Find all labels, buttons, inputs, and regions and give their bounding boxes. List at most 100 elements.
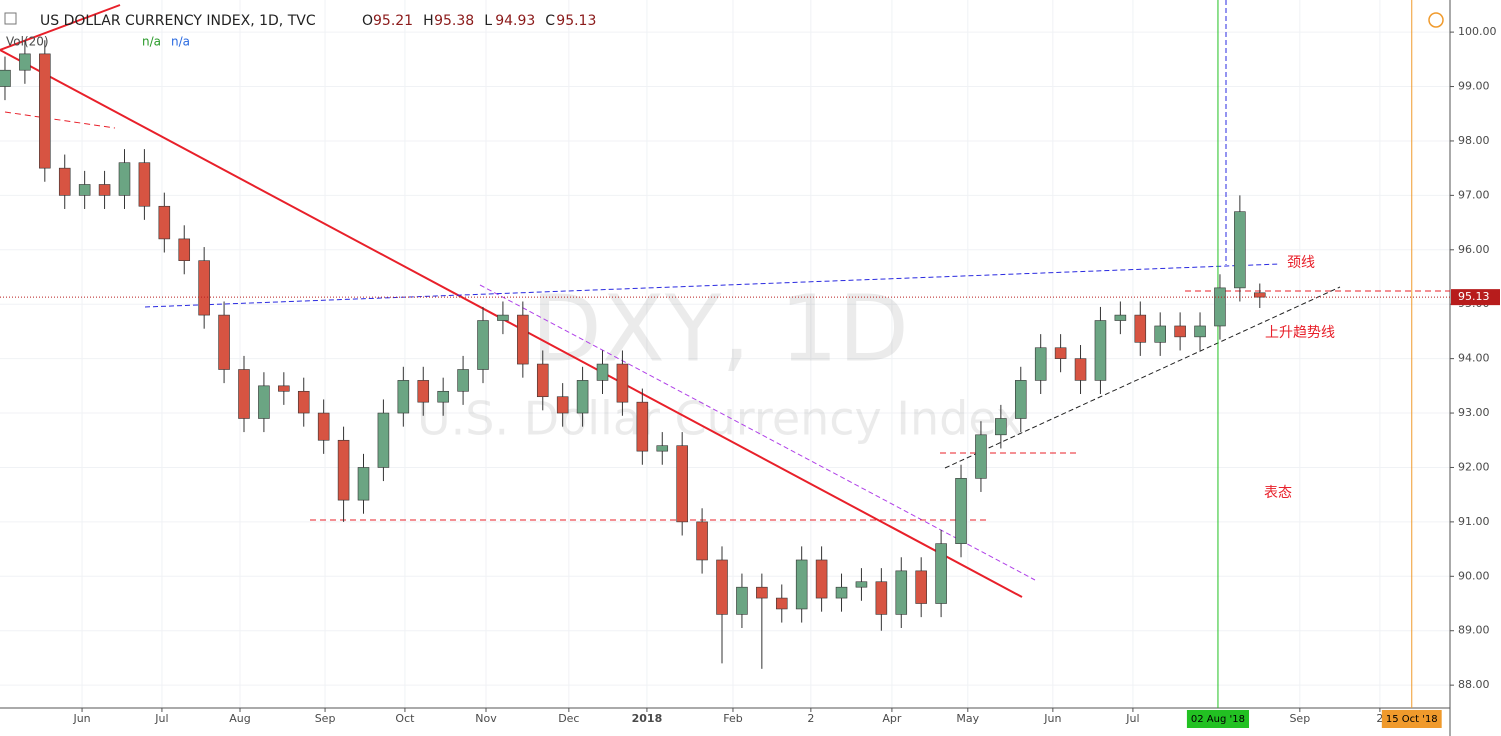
last-price-box: [1451, 289, 1500, 306]
candle-body: [1214, 287, 1226, 327]
candle-body: [19, 53, 31, 71]
x-tick-label: Jul: [1125, 712, 1139, 725]
ohlc-value: 95.21: [373, 13, 413, 29]
candle-body: [0, 69, 11, 87]
y-tick-label: 90.00: [1458, 569, 1490, 582]
grid: [0, 0, 1450, 708]
x-tick-label: Apr: [882, 712, 902, 725]
candle-body: [815, 559, 828, 599]
candle-body: [915, 570, 927, 604]
candle-body: [1134, 314, 1147, 343]
candle-body: [975, 434, 987, 479]
ohlc-value: 95.38: [434, 13, 474, 29]
ohlc-label: H: [423, 13, 434, 29]
candle-body: [297, 390, 310, 414]
candle-body: [1174, 325, 1186, 338]
downtrend-line: [0, 49, 1023, 598]
candle-body: [1114, 314, 1127, 321]
x-tick-label: 2: [807, 712, 814, 725]
candle-body: [656, 445, 669, 452]
candle-body: [756, 586, 768, 599]
y-tick-label: 92.00: [1458, 460, 1490, 473]
candle-body: [238, 369, 250, 419]
candle-body: [1054, 347, 1067, 359]
marker-box: [1186, 710, 1250, 728]
x-tick-label: 2018: [632, 712, 663, 725]
x-tick-label: Sep: [315, 712, 336, 725]
y-tick-label: 93.00: [1458, 406, 1490, 419]
y-tick-label: 88.00: [1458, 678, 1490, 691]
x-tick-label: Oct: [395, 712, 415, 725]
candle-body: [676, 445, 688, 523]
x-tick-label: Jun: [72, 712, 90, 725]
y-tick-label: 97.00: [1458, 188, 1490, 201]
candle-body: [158, 205, 171, 240]
candle-body: [716, 559, 728, 615]
candle-body: [895, 570, 908, 615]
y-tick-label: 96.00: [1458, 243, 1490, 256]
alert-icon[interactable]: [1428, 12, 1444, 28]
candle-body: [437, 390, 449, 403]
marker-label: 02 Aug '18: [1191, 714, 1245, 725]
candle-body: [1234, 211, 1246, 289]
candle-body: [138, 162, 151, 207]
y-tick-label: 94.00: [1458, 352, 1490, 365]
y-tick-label: 89.00: [1458, 624, 1490, 637]
candle-body: [1154, 325, 1166, 343]
y-tick-label: 99.00: [1458, 80, 1490, 93]
y-tick-label: 98.00: [1458, 134, 1490, 147]
candle-body: [935, 543, 947, 604]
watermark-name: U.S. Dollar Currency Index: [417, 392, 1023, 446]
candle-body: [775, 597, 788, 610]
candle-body: [1094, 320, 1107, 381]
candle-body: [955, 478, 967, 544]
marker-box: [1381, 710, 1442, 728]
candle-body: [417, 380, 430, 403]
x-tick-label: Nov: [475, 712, 497, 725]
x-tick-label: Sep: [1289, 712, 1310, 725]
candle-body: [457, 369, 469, 392]
candle-body: [556, 396, 569, 414]
candle-body: [198, 260, 210, 316]
watermark-symbol: DXY, 1D: [531, 275, 909, 382]
resistance-line: [4, 111, 116, 129]
candle-body: [517, 314, 529, 365]
candle-body: [1254, 292, 1266, 298]
ohlc-label: C: [545, 13, 555, 29]
uptrend-line: [944, 286, 1341, 469]
candle-body: [357, 467, 370, 501]
chart-title: US DOLLAR CURRENCY INDEX, 1D, TVC: [40, 13, 316, 29]
candle-body: [995, 418, 1007, 436]
candle-body: [736, 586, 748, 615]
candle-body: [78, 184, 91, 196]
ohlc-value: 95.13: [556, 13, 596, 29]
candle-body: [58, 167, 71, 196]
downtrend-line: [0, 4, 121, 51]
candle-body: [855, 581, 868, 588]
candle-body: [337, 439, 350, 501]
x-tick-label: Aug: [229, 712, 250, 725]
channel-line: [479, 284, 1036, 581]
candle-body: [98, 184, 111, 196]
x-tick-label: Dec: [558, 712, 579, 725]
x-tick-label: 2: [1376, 712, 1383, 725]
candle-body: [835, 586, 848, 599]
candle-body: [795, 559, 808, 610]
annotation: 颈线: [1287, 255, 1315, 271]
candle-body: [636, 401, 649, 452]
neckline: [144, 263, 1281, 308]
y-tick-label: 91.00: [1458, 515, 1490, 528]
candles: [0, 40, 1266, 669]
annotation: 表态: [1264, 485, 1292, 501]
collapse-button[interactable]: [4, 12, 17, 25]
annotation: 上升趋势线: [1265, 325, 1335, 341]
candle-body: [178, 238, 191, 261]
candle-body: [497, 314, 509, 321]
indicator-value: n/a: [171, 35, 190, 49]
candle-body: [118, 162, 131, 196]
candle-body: [39, 53, 51, 169]
candle-body: [1074, 358, 1087, 381]
ohlc-value: 94.93: [495, 13, 535, 29]
candle-body: [1014, 380, 1027, 419]
